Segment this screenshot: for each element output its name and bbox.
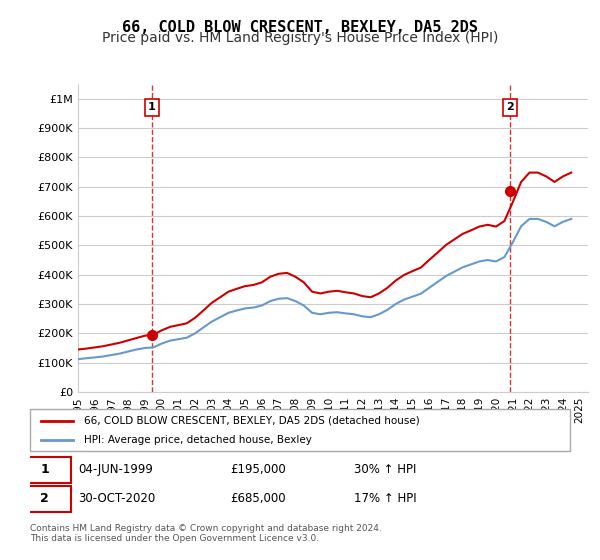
FancyBboxPatch shape <box>19 457 71 483</box>
Text: 2: 2 <box>40 492 49 505</box>
Text: 66, COLD BLOW CRESCENT, BEXLEY, DA5 2DS (detached house): 66, COLD BLOW CRESCENT, BEXLEY, DA5 2DS … <box>84 416 420 426</box>
Text: 17% ↑ HPI: 17% ↑ HPI <box>354 492 416 505</box>
Text: £685,000: £685,000 <box>230 492 286 505</box>
FancyBboxPatch shape <box>19 486 71 511</box>
FancyBboxPatch shape <box>30 409 570 451</box>
Text: £195,000: £195,000 <box>230 463 286 476</box>
Text: HPI: Average price, detached house, Bexley: HPI: Average price, detached house, Bexl… <box>84 435 312 445</box>
Text: Price paid vs. HM Land Registry's House Price Index (HPI): Price paid vs. HM Land Registry's House … <box>102 31 498 45</box>
Text: 30% ↑ HPI: 30% ↑ HPI <box>354 463 416 476</box>
Text: 66, COLD BLOW CRESCENT, BEXLEY, DA5 2DS: 66, COLD BLOW CRESCENT, BEXLEY, DA5 2DS <box>122 20 478 35</box>
Text: 04-JUN-1999: 04-JUN-1999 <box>79 463 154 476</box>
Text: Contains HM Land Registry data © Crown copyright and database right 2024.
This d: Contains HM Land Registry data © Crown c… <box>30 524 382 543</box>
Text: 1: 1 <box>40 463 49 476</box>
Text: 1: 1 <box>148 102 156 113</box>
Text: 2: 2 <box>506 102 514 113</box>
Text: 30-OCT-2020: 30-OCT-2020 <box>79 492 156 505</box>
